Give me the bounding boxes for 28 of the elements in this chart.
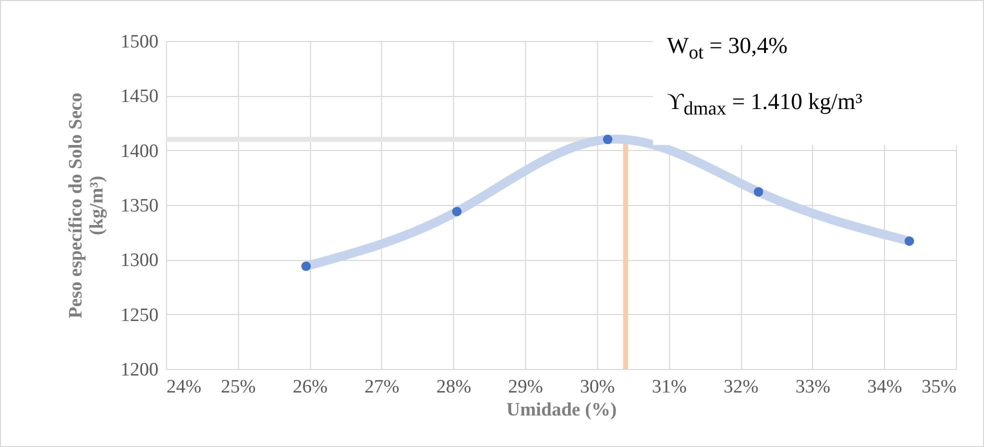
x-tick-label: 34%	[867, 376, 902, 398]
x-axis-title: Umidade (%)	[506, 400, 617, 420]
point	[301, 261, 311, 271]
x-tick-label: 31%	[652, 376, 687, 398]
x-tick-label: 32%	[724, 376, 759, 398]
x-tick-label: 33%	[795, 376, 830, 398]
point	[904, 236, 914, 246]
point	[754, 187, 764, 197]
annotation: ϒ$_{dmax}$ = 1.410 kg/m³	[667, 89, 862, 121]
x-tick-label: 25%	[220, 376, 256, 398]
x-tick-label: 26%	[292, 376, 328, 398]
y-tick-label: 1250	[120, 304, 158, 326]
y-tick-label: 1500	[120, 32, 158, 52]
x-tick-label: 24%	[166, 376, 202, 398]
y-axis-title: Peso específico do Solo Seco (kg/m³)	[66, 92, 108, 318]
point	[602, 134, 612, 144]
point	[452, 206, 462, 216]
x-tick-label: 27%	[364, 376, 400, 398]
x-tick-label: 29%	[508, 376, 544, 398]
y-tick-label: 1350	[120, 196, 158, 216]
y-tick-label: 1200	[120, 360, 158, 380]
x-tick-label: 28%	[436, 376, 472, 398]
x-tick-label: 35%	[922, 376, 957, 398]
y-tick-label: 1450	[120, 86, 158, 108]
annotation: W$_{ot}$ = 30,4%	[667, 33, 788, 65]
y-tick-label: 1400	[120, 140, 158, 162]
y-tick-label: 1300	[120, 250, 158, 272]
x-tick-label: 30%	[580, 376, 615, 398]
